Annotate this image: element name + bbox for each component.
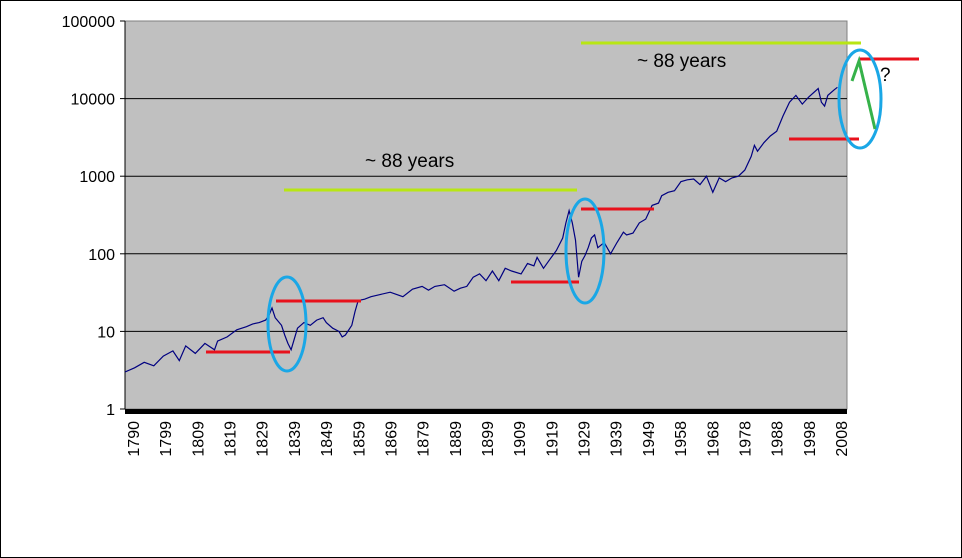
y-tick-label: 1000: [79, 169, 115, 186]
x-tick-label: 1978: [737, 421, 754, 457]
highlight-ellipse: [564, 197, 606, 305]
x-tick-label: 1998: [802, 421, 819, 457]
y-tick-label: 10: [97, 324, 115, 341]
annotation-88-years-lower: ~ 88 years: [365, 151, 454, 172]
x-tick-label: 1929: [577, 421, 594, 457]
gridlines: [125, 98, 847, 332]
x-tick-label: 1869: [383, 421, 400, 457]
x-axis: 1790 1799 1809 1819 1829 1839 1849 1859 1869 1879…: [125, 409, 851, 457]
x-tick-label: 1859: [351, 421, 368, 457]
annotation-question: ?: [880, 65, 891, 86]
y-tick-label: 100000: [62, 14, 115, 31]
y-tick-label: 10000: [71, 92, 116, 109]
x-axis-line: [125, 409, 847, 414]
x-tick-label: 1849: [319, 421, 336, 457]
x-tick-label: 1899: [480, 421, 497, 457]
y-tick-label: 100: [88, 247, 115, 264]
x-tick-label: 1809: [190, 421, 207, 457]
highlight-ellipse: [266, 275, 308, 373]
x-tick-label: 1909: [512, 421, 529, 457]
x-tick-label: 1879: [416, 421, 433, 457]
x-tick-label: 1939: [609, 421, 626, 457]
series-line: [124, 86, 838, 373]
annotation-88-years-upper: ~ 88 years: [637, 51, 726, 72]
annotation-overlays: ~ 88 years ~ 88 years ?: [206, 41, 919, 373]
plot-area: [124, 20, 848, 410]
highlight-ellipse: [837, 48, 883, 150]
y-axis: 1 10 100 1000 10000 100000: [62, 14, 126, 419]
x-tick-label: 1949: [641, 421, 658, 457]
x-tick-label: 1958: [673, 421, 690, 457]
x-tick-label: 1799: [158, 421, 175, 457]
y-tick-label: 1: [106, 402, 115, 419]
x-tick-label: 1968: [705, 421, 722, 457]
projection-arrow: [850, 55, 877, 130]
x-tick-label: 1988: [770, 421, 787, 457]
x-tick-label: 2008: [834, 421, 851, 457]
x-tick-label: 1919: [544, 421, 561, 457]
x-tick-label: 1790: [126, 421, 143, 457]
x-tick-label: 1839: [287, 421, 304, 457]
x-tick-label: 1889: [448, 421, 465, 457]
x-tick-label: 1829: [255, 421, 272, 457]
x-tick-label: 1819: [223, 421, 240, 457]
